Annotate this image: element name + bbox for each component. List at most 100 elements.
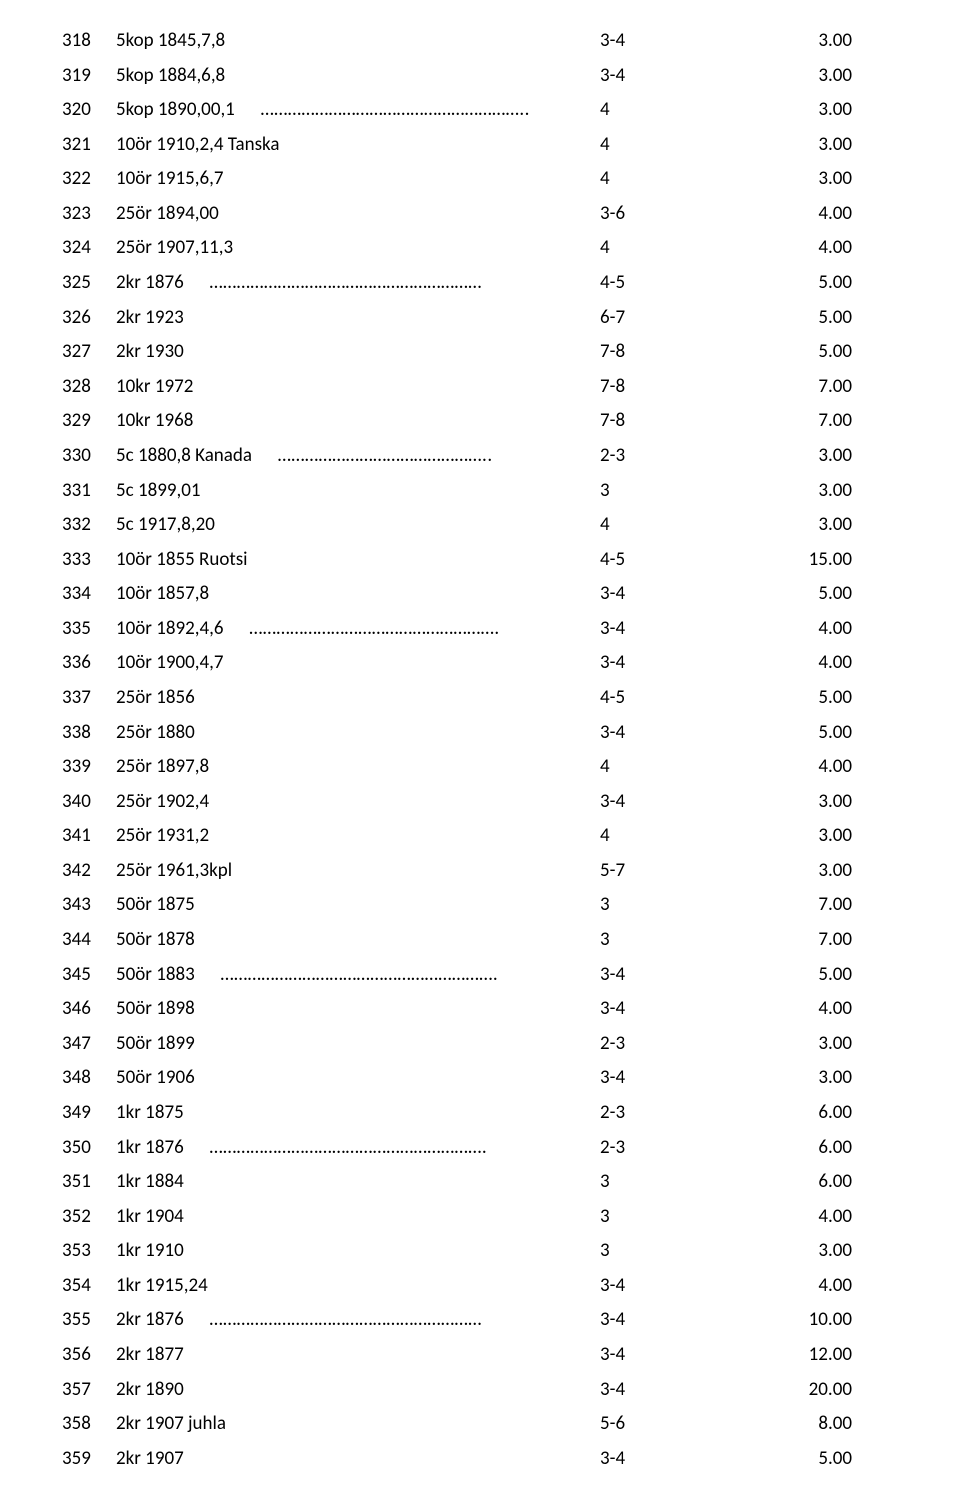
- grade: 2-3: [600, 1131, 728, 1166]
- description: 1kr 1904: [116, 1200, 600, 1235]
- description: 2kr 1876 ……………………………………………………: [116, 266, 600, 301]
- grade: 3: [600, 1200, 728, 1235]
- price: 6.00: [728, 1165, 852, 1200]
- table-row: 32210ör 1915,6,743.00: [62, 162, 912, 197]
- description-text: 1kr 1910: [116, 1239, 184, 1262]
- grade: 3-4: [600, 1373, 728, 1408]
- price: 3.00: [728, 1234, 852, 1269]
- description-text: 2kr 1890: [116, 1378, 184, 1401]
- grade: 4-5: [600, 543, 728, 578]
- grade: 3: [600, 1165, 728, 1200]
- leader-dots: ………………………………………..: [278, 444, 493, 467]
- description-text: 2kr 1907 juhla: [116, 1412, 226, 1435]
- table-row: 32425ör 1907,11,344.00: [62, 231, 912, 266]
- table-row: 34750ör 18992-33.00: [62, 1027, 912, 1062]
- lot-number: 342: [62, 854, 116, 889]
- description: 2kr 1923: [116, 301, 600, 336]
- grade: 3-4: [600, 646, 728, 681]
- description: 25ör 1907,11,3: [116, 231, 600, 266]
- grade: 2-3: [600, 1096, 728, 1131]
- description: 10kr 1972: [116, 370, 600, 405]
- grade: 7-8: [600, 370, 728, 405]
- description-text: 25ör 1897,8: [116, 755, 209, 778]
- grade: 3-4: [600, 612, 728, 647]
- description: 5c 1899,01: [116, 474, 600, 509]
- table-row: 34850ör 19063-43.00: [62, 1061, 912, 1096]
- price: 5.00: [728, 301, 852, 336]
- table-row: 3521kr 190434.00: [62, 1200, 912, 1235]
- grade: 3-4: [600, 785, 728, 820]
- description-text: 10ör 1892,4,6: [116, 617, 223, 640]
- grade: 4: [600, 162, 728, 197]
- description-text: 10ör 1855 Ruotsi: [116, 548, 248, 571]
- grade: 7-8: [600, 335, 728, 370]
- lot-number: 359: [62, 1442, 116, 1477]
- table-row: 34450ör 187837.00: [62, 923, 912, 958]
- grade: 2-3: [600, 439, 728, 474]
- grade: 3: [600, 923, 728, 958]
- description-text: 5kop 1890,00,1: [116, 98, 235, 121]
- table-row: 3592kr 19073-45.00: [62, 1442, 912, 1477]
- grade: 3-4: [600, 1338, 728, 1373]
- table-row: 33925ör 1897,844.00: [62, 750, 912, 785]
- table-row: 3205kop 1890,00,1 …………………………………………………..4…: [62, 93, 912, 128]
- lot-number: 347: [62, 1027, 116, 1062]
- lot-number: 334: [62, 577, 116, 612]
- description: 50ör 1898: [116, 992, 600, 1027]
- leader-dots: …………………………………………………….: [210, 1136, 488, 1159]
- grade: 7-8: [600, 404, 728, 439]
- description: 25ör 1961,3kpl: [116, 854, 600, 889]
- grade: 2-3: [600, 1027, 728, 1062]
- description: 10ör 1910,2,4 Tanska: [116, 128, 600, 163]
- description: 2kr 1907 juhla: [116, 1407, 600, 1442]
- description: 2kr 1890: [116, 1373, 600, 1408]
- price: 5.00: [728, 958, 852, 993]
- grade: 3-4: [600, 59, 728, 94]
- price: 3.00: [728, 785, 852, 820]
- table-row: 34350ör 187537.00: [62, 888, 912, 923]
- grade: 3-4: [600, 1442, 728, 1477]
- price: 3.00: [728, 474, 852, 509]
- price: 8.00: [728, 1407, 852, 1442]
- table-row: 3582kr 1907 juhla5-68.00: [62, 1407, 912, 1442]
- lot-number: 330: [62, 439, 116, 474]
- description: 50ör 1875: [116, 888, 600, 923]
- description: 1kr 1875: [116, 1096, 600, 1131]
- spacer: [184, 1308, 210, 1331]
- price-table: 3185kop 1845,7,83-43.003195kop 1884,6,83…: [62, 24, 912, 1476]
- lot-number: 319: [62, 59, 116, 94]
- description-text: 10kr 1972: [116, 375, 193, 398]
- price: 3.00: [728, 854, 852, 889]
- grade: 3-4: [600, 992, 728, 1027]
- description: 2kr 1876 ……………………………………………………: [116, 1303, 600, 1338]
- table-row: 33310ör 1855 Ruotsi4-515.00: [62, 543, 912, 578]
- grade: 3: [600, 474, 728, 509]
- description-text: 25ör 1880: [116, 721, 195, 744]
- price: 3.00: [728, 59, 852, 94]
- grade: 5-7: [600, 854, 728, 889]
- description: 50ör 1906: [116, 1061, 600, 1096]
- table-row: 3185kop 1845,7,83-43.00: [62, 24, 912, 59]
- price: 4.00: [728, 646, 852, 681]
- table-row: 33410ör 1857,83-45.00: [62, 577, 912, 612]
- table-row: 3491kr 18752-36.00: [62, 1096, 912, 1131]
- price: 5.00: [728, 335, 852, 370]
- grade: 4: [600, 750, 728, 785]
- description-text: 5c 1899,01: [116, 479, 200, 502]
- leader-dots: ……………………………………………………: [210, 271, 482, 294]
- spacer: [195, 963, 221, 986]
- table-row: 32810kr 19727-87.00: [62, 370, 912, 405]
- description: 5kop 1884,6,8: [116, 59, 600, 94]
- table-row: 3562kr 18773-412.00: [62, 1338, 912, 1373]
- lot-number: 348: [62, 1061, 116, 1096]
- table-row: 3572kr 18903-420.00: [62, 1373, 912, 1408]
- table-row: 34550ör 1883 …………………………………………………….3-45.0…: [62, 958, 912, 993]
- description: 1kr 1884: [116, 1165, 600, 1200]
- description-text: 2kr 1930: [116, 340, 184, 363]
- price: 3.00: [728, 24, 852, 59]
- description: 10ör 1857,8: [116, 577, 600, 612]
- price: 7.00: [728, 888, 852, 923]
- price: 4.00: [728, 231, 852, 266]
- description: 2kr 1930: [116, 335, 600, 370]
- lot-number: 337: [62, 681, 116, 716]
